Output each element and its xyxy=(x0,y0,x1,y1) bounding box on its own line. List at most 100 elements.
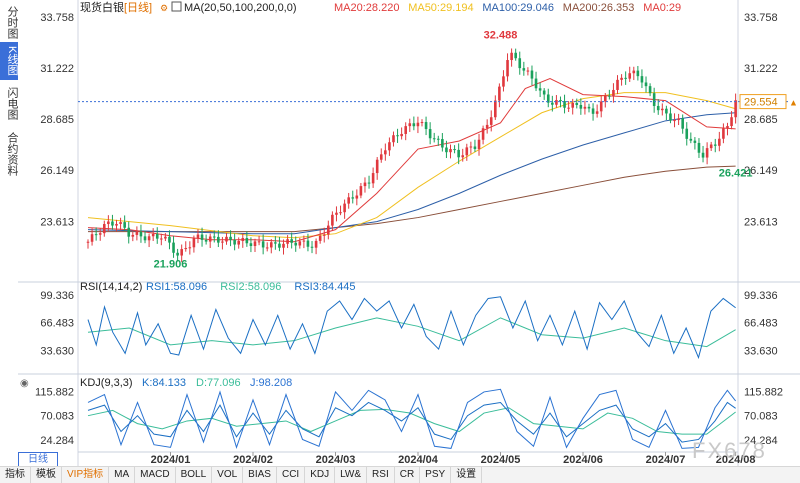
candle-body xyxy=(290,239,293,243)
period-label: [日线] xyxy=(124,0,152,14)
candle-body xyxy=(257,241,261,243)
left-tab-1[interactable]: K线图 xyxy=(0,42,18,80)
candle-body xyxy=(693,140,697,143)
candle-body xyxy=(522,68,526,71)
candle-body xyxy=(567,107,570,109)
toolbar-tab-1[interactable]: 模板 xyxy=(31,467,62,483)
rsi-ytick-right-0: 99.336 xyxy=(744,290,778,302)
candle-body xyxy=(559,99,562,102)
main-ytick-right-4: 23.613 xyxy=(744,216,778,228)
candle-body xyxy=(347,197,350,204)
candle-body xyxy=(404,126,408,134)
candle-body xyxy=(396,135,399,137)
main-ytick-left-0: 33.758 xyxy=(40,12,74,24)
candle-body xyxy=(571,102,575,108)
candle-body xyxy=(436,138,440,140)
candle-body xyxy=(705,148,709,158)
left-tab-3[interactable]: 合约资料 xyxy=(6,132,18,176)
candle-body xyxy=(318,235,322,241)
toolbar-tab-4[interactable]: MACD xyxy=(135,467,176,483)
candle-body xyxy=(249,243,253,247)
candle-body xyxy=(457,149,460,158)
toolbar-tab-2[interactable]: VIP指标 xyxy=(62,467,110,483)
toolbar-tab-14[interactable]: 设置 xyxy=(451,467,483,483)
candle-body xyxy=(102,224,106,234)
candle-body xyxy=(416,122,420,127)
ma-legend-1: MA50:29.194 xyxy=(408,2,473,14)
left-tab-0[interactable]: 分时图 xyxy=(6,5,18,39)
toolbar-tab-13[interactable]: PSY xyxy=(420,467,452,483)
candle-body xyxy=(139,231,143,237)
candle-body xyxy=(587,106,591,109)
left-tab-2[interactable]: 闪电图 xyxy=(6,86,18,120)
candle-body xyxy=(86,241,90,243)
candle-body xyxy=(542,90,546,95)
rsi-legend-0: RSI1:58.096 xyxy=(146,281,207,293)
candle-body xyxy=(131,234,135,237)
candle-body xyxy=(469,146,473,148)
candle-body xyxy=(481,128,485,140)
candle-body xyxy=(98,233,102,235)
candle-body xyxy=(180,249,183,256)
toolbar-tab-0[interactable]: 指标 xyxy=(0,467,31,483)
candle-body xyxy=(620,77,623,80)
rsi-ytick-left-2: 33.630 xyxy=(40,345,74,357)
price-annotation-1: 21.906 xyxy=(154,259,188,271)
candle-body xyxy=(709,144,713,149)
candle-body xyxy=(412,123,416,127)
xtick-label-6: 2024/07 xyxy=(646,454,686,466)
toolbar-tab-5[interactable]: BOLL xyxy=(176,467,213,483)
candle-body xyxy=(400,133,403,137)
candle-body xyxy=(306,240,310,247)
candle-body xyxy=(473,146,477,149)
candle-body xyxy=(379,154,383,160)
toolbar-tab-9[interactable]: KDJ xyxy=(305,467,336,483)
candle-body xyxy=(322,234,326,236)
toolbar-tab-6[interactable]: VOL xyxy=(212,467,244,483)
candle-body xyxy=(713,144,717,146)
candle-body xyxy=(632,70,636,74)
main-ytick-left-2: 28.685 xyxy=(40,114,74,126)
rsi-ytick-right-2: 33.630 xyxy=(744,345,778,357)
candle-body xyxy=(115,223,118,226)
candle-body xyxy=(734,100,737,118)
candle-body xyxy=(310,246,314,248)
candle-body xyxy=(494,100,497,118)
left-view-tabs: 分时图 K线图闪电图合约资料 xyxy=(0,0,19,462)
candle-body xyxy=(302,240,306,242)
candle-body xyxy=(327,225,330,235)
candle-body xyxy=(555,99,558,105)
candle-body xyxy=(94,234,98,236)
toolbar-tab-10[interactable]: LW& xyxy=(335,467,368,483)
xtick-label-7: 2024/08 xyxy=(716,454,756,466)
toolbar-tab-3[interactable]: MA xyxy=(109,467,136,483)
toolbar-tab-12[interactable]: CR xyxy=(395,467,421,483)
rsi-legend-1: RSI2:58.096 xyxy=(220,281,281,293)
candle-body xyxy=(726,126,729,129)
candle-body xyxy=(665,108,668,114)
settings-icon: ⚙ xyxy=(160,3,168,13)
candle-body xyxy=(212,236,216,238)
toolbar-tab-7[interactable]: BIAS xyxy=(243,467,277,483)
candle-body xyxy=(245,238,249,244)
xtick-label-2: 2024/03 xyxy=(316,454,356,466)
candle-body xyxy=(135,231,139,235)
candle-body xyxy=(624,77,627,79)
candle-body xyxy=(579,104,583,109)
watermark: FX678 xyxy=(692,438,767,463)
candle-body xyxy=(168,236,171,243)
candle-body xyxy=(127,227,131,237)
candle-body xyxy=(294,242,298,246)
candle-body xyxy=(172,242,175,253)
candle-body xyxy=(355,195,359,199)
candle-body xyxy=(603,95,607,102)
rsi1-line xyxy=(87,317,736,348)
candle-body xyxy=(233,239,236,245)
kdj-ytick-left-0: 115.882 xyxy=(35,386,74,398)
candle-body xyxy=(371,173,375,184)
toolbar-tab-8[interactable]: CCI xyxy=(277,467,306,483)
candle-body xyxy=(640,76,644,83)
candle-body xyxy=(274,242,277,244)
toolbar-tab-11[interactable]: RSI xyxy=(367,467,395,483)
candle-body xyxy=(192,238,196,248)
